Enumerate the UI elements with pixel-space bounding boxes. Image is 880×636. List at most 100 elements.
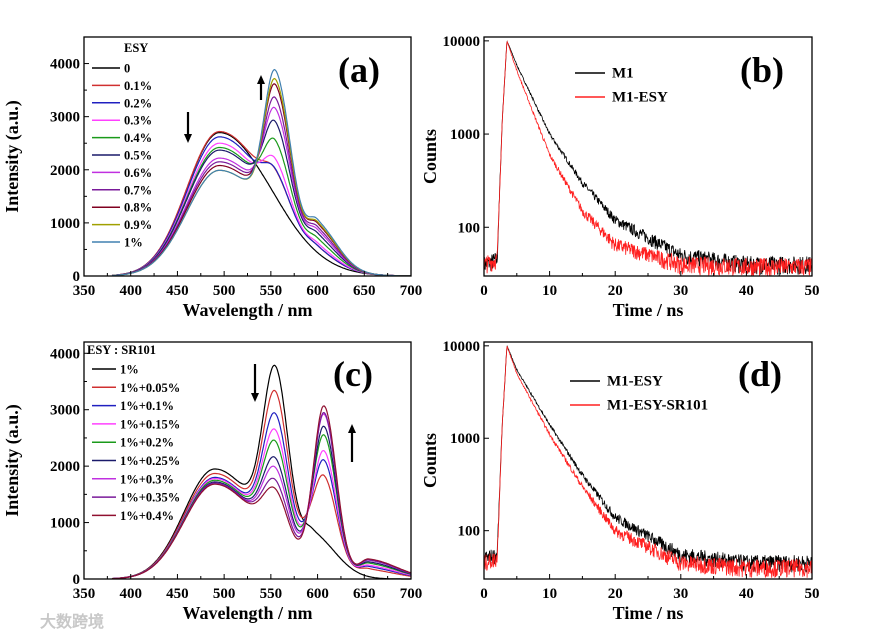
- legend-title: ESY : SR101: [87, 343, 156, 357]
- series-line-c-8: [112, 405, 412, 580]
- y-tick-label: 1000: [450, 127, 480, 143]
- legend-entry: 1%+0.15%: [120, 417, 180, 431]
- legend-entry: 1%+0.1%: [120, 399, 174, 413]
- x-axis-label: Time / ns: [613, 300, 684, 320]
- x-tick-label: 0: [480, 586, 488, 602]
- legend-entry: 0: [124, 62, 130, 76]
- y-tick-label: 0: [73, 269, 81, 285]
- legend-entry: M1: [612, 66, 634, 82]
- x-tick-label: 400: [119, 283, 142, 299]
- x-axis-label: Wavelength / nm: [182, 300, 312, 320]
- x-tick-label: 600: [306, 283, 329, 299]
- x-tick-label: 40: [739, 283, 754, 299]
- series-line-b-0: [483, 40, 813, 275]
- panel-c: 350 400 450 500 550 600 650 700 0 1000 2000 3000 400…: [2, 341, 423, 623]
- legend-entry: 0.9%: [124, 218, 152, 232]
- legend-entry: 1%+0.2%: [120, 436, 174, 450]
- legend-entry: 0.4%: [124, 131, 152, 145]
- legend-entry: 0.8%: [124, 201, 152, 215]
- x-tick-label: 500: [213, 283, 236, 299]
- y-tick-label: 10000: [443, 339, 481, 355]
- legend-entry: 1%+0.4%: [120, 509, 174, 523]
- panel-label: (b): [740, 50, 784, 90]
- x-tick-label: 450: [166, 283, 189, 299]
- x-tick-label: 400: [119, 586, 142, 602]
- x-tick-label: 20: [608, 586, 623, 602]
- x-tick-label: 350: [73, 586, 96, 602]
- series-line-a-7: [111, 96, 411, 277]
- y-tick-label: 1000: [450, 431, 480, 447]
- x-tick-label: 10: [542, 283, 557, 299]
- x-tick-label: 350: [73, 283, 96, 299]
- y-axis-label: Counts: [420, 433, 440, 488]
- x-tick-label: 50: [805, 586, 820, 602]
- legend-entry: 1%: [124, 236, 143, 250]
- x-tick-label: 50: [805, 283, 820, 299]
- x-axis-label: Wavelength / nm: [182, 603, 312, 623]
- y-tick-label: 4000: [50, 57, 80, 73]
- series-line-b-1: [483, 40, 812, 277]
- series-line-a-8: [112, 83, 411, 277]
- x-tick-label: 40: [739, 586, 754, 602]
- legend-entry: 0.3%: [124, 114, 152, 128]
- y-tick-label: 3000: [50, 110, 80, 126]
- series-line-d-1: [483, 346, 813, 578]
- y-axis-label: Intensity (a.u.): [2, 404, 23, 517]
- x-tick-label: 700: [400, 586, 423, 602]
- x-axis-label: Time / ns: [613, 603, 684, 623]
- y-tick-label: 10000: [443, 34, 481, 50]
- legend-entry: 1%+0.05%: [120, 381, 180, 395]
- legend-entry: 1%: [120, 363, 139, 377]
- y-tick-label: 1000: [50, 216, 80, 232]
- legend-entry: 0.5%: [124, 149, 152, 163]
- legend-entry: M1-ESY: [612, 90, 668, 106]
- legend-entry: 1%+0.25%: [120, 454, 180, 468]
- series-line-a-10: [112, 68, 411, 277]
- y-axis-label: Counts: [420, 129, 440, 184]
- legend-entry: 0.1%: [124, 79, 152, 93]
- y-tick-label: 2000: [50, 459, 80, 475]
- arrow-head: [257, 75, 265, 84]
- legend-title: ESY: [124, 41, 148, 55]
- legend-entry: 1%+0.3%: [120, 472, 174, 486]
- arrow-head: [251, 393, 259, 402]
- legend-entry: 0.7%: [124, 183, 152, 197]
- panel-a: 350 400 450 500 550 600 650 700 0 1000 2000 3000 400…: [2, 36, 423, 320]
- x-tick-label: 20: [608, 283, 623, 299]
- y-axis-label: Intensity (a.u.): [2, 100, 23, 213]
- x-tick-label: 450: [166, 586, 189, 602]
- x-tick-label: 550: [260, 283, 283, 299]
- series-line-c-0: [111, 364, 411, 580]
- panel-label: (d): [738, 354, 782, 394]
- y-tick-label: 100: [458, 524, 481, 540]
- x-tick-label: 600: [306, 586, 329, 602]
- y-tick-label: 3000: [50, 403, 80, 419]
- y-tick-label: 1000: [50, 516, 80, 532]
- panel-d: 0 10 20 30 40 50 100 1000 10000 Time / ns Counts (d…: [420, 339, 820, 623]
- arrow-head: [184, 134, 192, 143]
- x-tick-label: 30: [673, 283, 688, 299]
- legend-entry: 1%+0.35%: [120, 491, 180, 505]
- y-tick-label: 4000: [50, 346, 80, 362]
- x-tick-label: 700: [400, 283, 423, 299]
- arrow-head: [348, 424, 356, 433]
- x-tick-label: 10: [542, 586, 557, 602]
- y-tick-label: 2000: [50, 163, 80, 179]
- legend-entry: M1-ESY-SR101: [607, 398, 708, 414]
- panel-label: (a): [338, 50, 380, 90]
- legend-entry: 0.6%: [124, 166, 152, 180]
- x-tick-label: 0: [480, 283, 488, 299]
- panel-label: (c): [333, 354, 373, 394]
- y-tick-label: 100: [458, 220, 481, 236]
- x-tick-label: 550: [260, 586, 283, 602]
- panel-b: 0 10 20 30 40 50 100 1000 10000 Time / ns Counts (b…: [420, 34, 820, 320]
- x-tick-label: 650: [353, 586, 376, 602]
- legend-entry: M1-ESY: [607, 374, 663, 390]
- x-tick-label: 30: [673, 586, 688, 602]
- y-tick-label: 0: [73, 572, 81, 588]
- legend-entry: 0.2%: [124, 96, 152, 110]
- watermark: 大数跨境: [40, 612, 104, 631]
- series-line-a-9: [112, 77, 411, 277]
- x-tick-label: 500: [213, 586, 236, 602]
